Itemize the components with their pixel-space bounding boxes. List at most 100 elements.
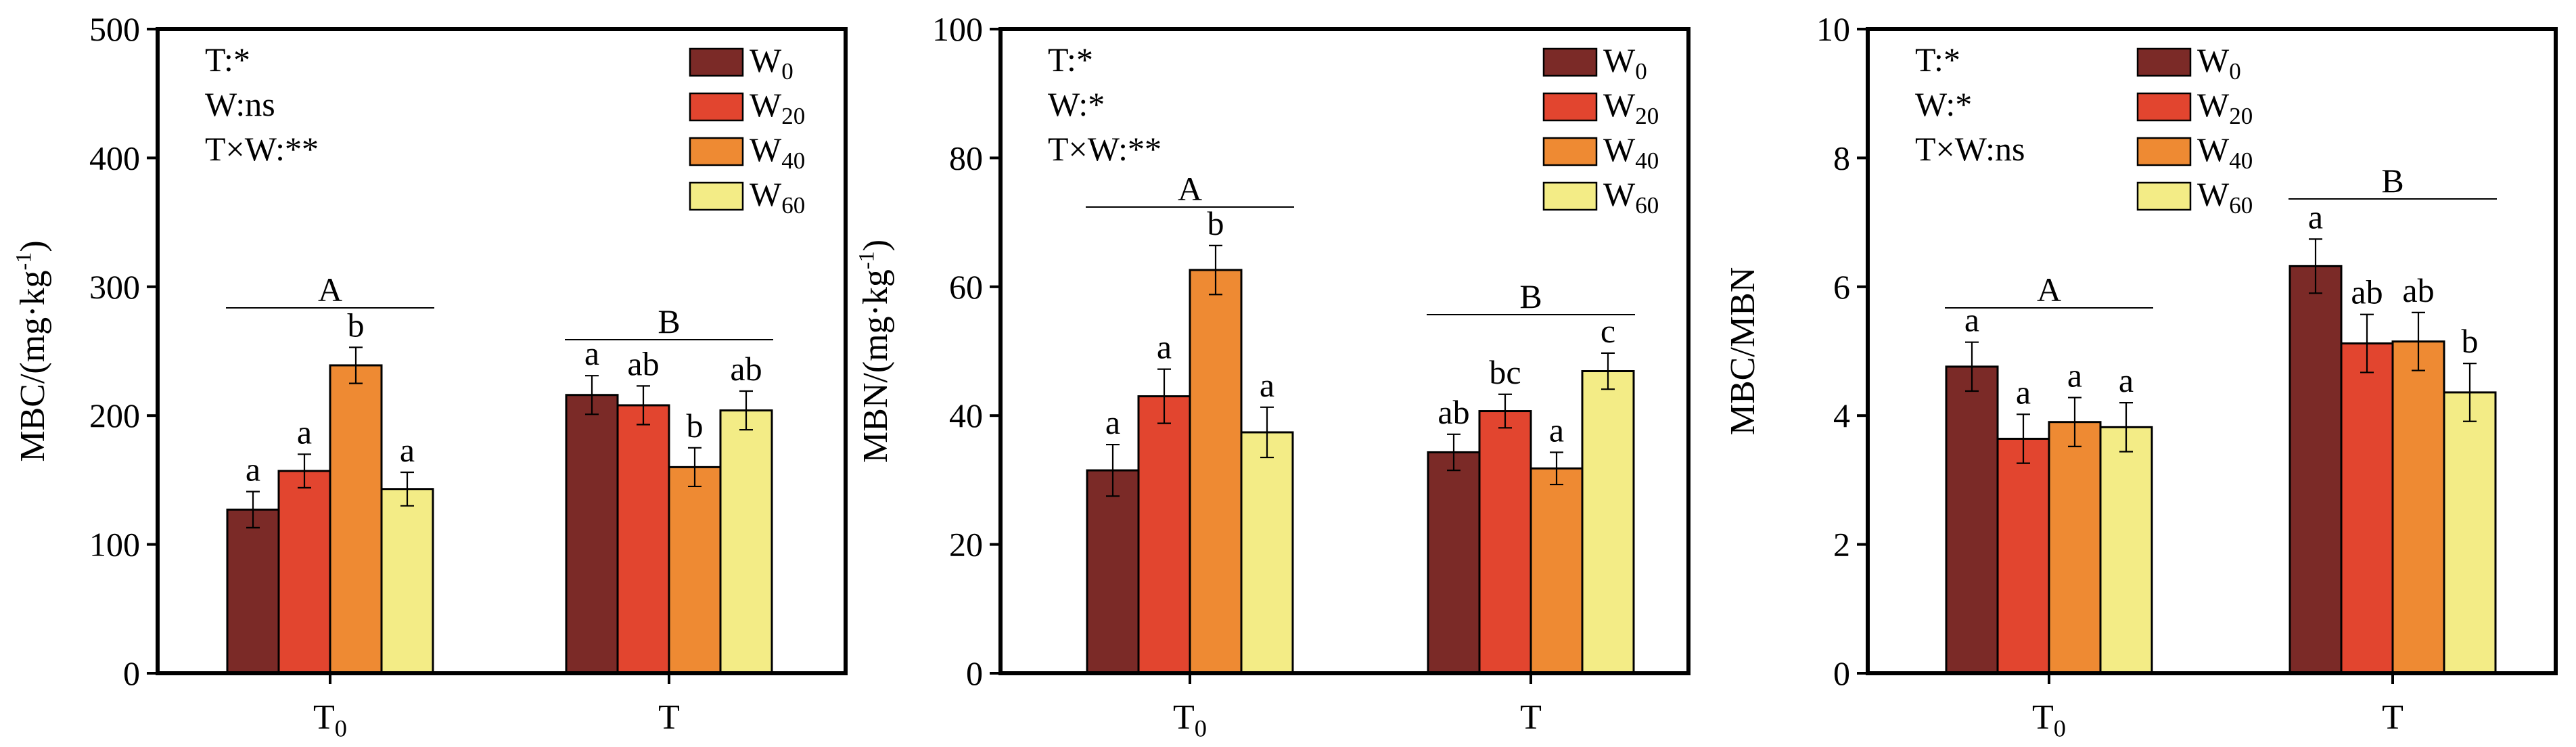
significance-letter: b — [2462, 322, 2479, 360]
legend-label: W0 — [2197, 41, 2241, 85]
error-bar — [2463, 362, 2477, 422]
significance-letter: b — [687, 407, 704, 445]
bar — [2443, 391, 2497, 675]
y-axis-title: MBN/(mg·kg-1) — [854, 240, 896, 463]
group-letter: B — [658, 302, 680, 340]
group-letter: A — [318, 271, 342, 309]
error-bar — [2119, 402, 2133, 453]
legend-swatch — [1542, 137, 1598, 166]
y-tick-label: 400 — [89, 139, 140, 177]
significance-letter: b — [1208, 204, 1224, 242]
error-bar — [637, 385, 650, 426]
significance-letter: a — [584, 334, 599, 372]
x-tick-label: T — [2382, 698, 2404, 737]
significance-letter: ab — [627, 344, 659, 382]
legend-label: W60 — [750, 175, 805, 219]
significance-letter: a — [2308, 198, 2323, 235]
y-tick-label: 300 — [89, 268, 140, 306]
legend-swatch — [2136, 137, 2192, 166]
y-tick-label: 0 — [123, 654, 140, 692]
error-bar — [246, 491, 260, 528]
legend-swatch — [1542, 92, 1598, 122]
y-axis-title: MBC/MBN — [1724, 267, 1762, 436]
y-tick-label: 40 — [949, 397, 983, 434]
legend-swatch — [2136, 92, 2192, 122]
error-bar — [1157, 368, 1171, 424]
legend-label: W0 — [1603, 41, 1647, 85]
legend-swatch — [689, 137, 744, 166]
significance-letter: a — [2119, 361, 2134, 399]
bar — [1189, 269, 1243, 675]
stats-text: W:* — [1915, 85, 1972, 123]
significance-letter: c — [1601, 312, 1615, 350]
error-bar — [1209, 244, 1222, 296]
bar — [1945, 365, 1999, 675]
bar — [1427, 451, 1481, 675]
legend-swatch — [689, 47, 744, 77]
y-tick-label: 500 — [89, 10, 140, 48]
error-bar — [298, 453, 311, 489]
bar — [2391, 340, 2445, 675]
stats-text: T:* — [1048, 41, 1093, 78]
y-tick-label: 200 — [89, 397, 140, 434]
significance-letter: a — [2067, 357, 2082, 394]
significance-letter: a — [1964, 301, 1979, 339]
error-bar — [1601, 352, 1615, 390]
x-tick-label: T0 — [313, 698, 347, 742]
y-tick-label: 80 — [949, 139, 983, 177]
error-bar — [1550, 451, 1563, 486]
legend-swatch — [2136, 181, 2192, 211]
y-tick-label: 0 — [966, 654, 983, 692]
x-tick-label: T0 — [2032, 698, 2066, 742]
y-tick-label: 6 — [1833, 268, 1850, 306]
bar — [380, 488, 434, 675]
y-tick-label: 100 — [932, 10, 983, 48]
error-bar — [1498, 393, 1512, 429]
significance-letter: a — [1105, 403, 1120, 441]
stats-text: T:* — [1915, 41, 1960, 78]
error-bar — [400, 471, 414, 507]
stats-text: T×W:ns — [1915, 130, 2025, 168]
group-letter: B — [1519, 277, 1542, 315]
group-letter: A — [2037, 271, 2061, 309]
significance-letter: ab — [730, 350, 762, 388]
significance-letter: a — [1549, 411, 1564, 449]
x-tick-label: T0 — [1173, 698, 1207, 742]
error-bar — [2412, 311, 2425, 371]
bar — [719, 409, 773, 675]
error-bar — [2309, 238, 2322, 294]
y-tick-label: 20 — [949, 526, 983, 564]
stats-text: W:ns — [205, 85, 275, 123]
group-letter: B — [2381, 162, 2404, 200]
legend-label: W40 — [2197, 131, 2253, 174]
stats-text: T×W:** — [1048, 130, 1162, 168]
stats-text: T×W:** — [205, 130, 319, 168]
y-tick-label: 2 — [1833, 526, 1850, 564]
error-bar — [349, 346, 363, 384]
significance-letter: a — [297, 413, 312, 451]
bar — [1137, 395, 1191, 675]
bar — [2288, 265, 2343, 675]
legend-label: W20 — [1603, 86, 1659, 129]
legend-swatch — [1542, 181, 1598, 211]
bar — [668, 466, 722, 675]
legend-swatch — [689, 92, 744, 122]
stats-text: T:* — [205, 41, 250, 78]
bar — [1478, 410, 1532, 675]
legend-label: W60 — [2197, 175, 2253, 219]
error-bar — [2360, 313, 2374, 374]
x-tick-label: T — [1520, 698, 1542, 737]
error-bar — [1447, 433, 1460, 472]
bar — [2340, 342, 2394, 675]
legend-label: W20 — [2197, 86, 2253, 129]
error-bar — [2068, 397, 2082, 447]
significance-letter: a — [400, 431, 415, 469]
significance-letter: b — [348, 306, 365, 344]
legend-swatch — [689, 181, 744, 211]
